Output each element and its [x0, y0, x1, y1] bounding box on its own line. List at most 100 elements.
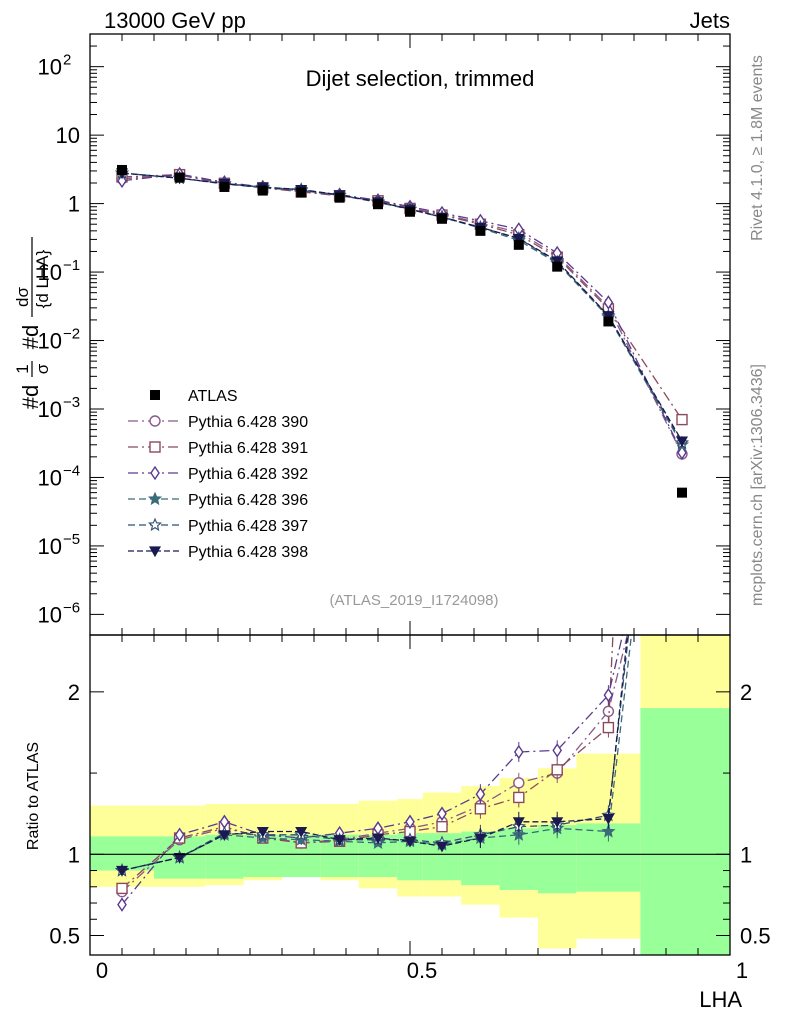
atlas-data-point	[552, 261, 563, 272]
series-ratio-point	[475, 786, 486, 802]
legend-marker	[150, 465, 160, 481]
series-ratio-point	[552, 743, 563, 758]
legend-label: Pythia 6.428 396	[188, 492, 308, 509]
series-ratio-point	[513, 744, 524, 760]
y-tick-exponent: −5	[63, 531, 80, 548]
legend-marker	[147, 517, 163, 532]
main-y-axis-label: #d 1 σ #d dσ {d LHA}	[13, 237, 52, 409]
series-ratio-point	[405, 814, 415, 830]
atlas-data-point	[334, 192, 345, 203]
atlas-data-point	[296, 187, 307, 198]
series-ratio-point	[173, 852, 186, 864]
series-ratio-point	[474, 803, 487, 815]
x-tick-label: 0.5	[407, 958, 438, 983]
x-axis-label: LHA	[699, 987, 742, 1012]
legend-label: Pythia 6.428 397	[188, 518, 308, 535]
legend-marker	[149, 441, 161, 453]
legend-marker	[147, 491, 163, 506]
y-tick-exponent: 2	[63, 52, 71, 69]
mcplots-side-label: mcplots.cern.ch [arXiv:1306.3436]	[749, 364, 766, 606]
series-point	[117, 173, 127, 189]
svg-text:#d: #d	[18, 385, 43, 409]
ratio-tick-label: 0.5	[49, 924, 80, 949]
series-point	[676, 413, 688, 426]
series-ratio-point	[256, 826, 269, 838]
x-tick-label: 1	[736, 958, 748, 983]
series-ratio-point	[602, 813, 615, 825]
atlas-data-point	[219, 181, 230, 192]
y-tick-label: 10	[38, 534, 62, 559]
svg-text:dσ: dσ	[13, 287, 32, 307]
series-line	[121, 172, 683, 444]
chart-title: Dijet selection, trimmed	[306, 66, 535, 91]
rivet-side-label: Rivet 4.1.0, ≥ 1.8M events	[749, 55, 766, 241]
legend-marker	[148, 546, 162, 558]
y-tick-label: 10	[38, 260, 62, 285]
atlas-data-point	[257, 185, 268, 196]
y-tick-label: 10	[38, 329, 62, 354]
series-point	[602, 311, 615, 322]
series-line	[121, 172, 683, 442]
series-ratio-point	[551, 817, 564, 829]
series-ratio-point	[218, 830, 231, 842]
series-ratio-point	[435, 841, 449, 853]
series-ratio-point	[294, 832, 309, 846]
legend-label: Pythia 6.428 392	[188, 466, 308, 483]
atlas-data-point	[117, 164, 127, 175]
atlas-data-point	[437, 213, 447, 224]
series-point	[675, 436, 689, 448]
series-ratio-point	[603, 687, 614, 703]
legend-label: Pythia 6.428 398	[188, 544, 308, 561]
series-ratio-point	[436, 820, 448, 833]
atlas-data-point	[475, 225, 486, 236]
legend-label: Pythia 6.428 391	[188, 440, 308, 457]
legend: ATLAS Pythia 6.428 390 Pythia 6.428 391 Pyt…	[128, 388, 308, 561]
y-tick-label: 10	[38, 397, 62, 422]
ratio-tick-label: 1	[68, 842, 80, 867]
legend-marker-atlas	[150, 390, 160, 400]
series-point	[512, 233, 525, 245]
y-tick-label: 10	[38, 55, 62, 80]
series-ratio-5	[115, 635, 629, 877]
ratio-tick-label-right: 2	[740, 680, 752, 705]
series-point	[551, 256, 564, 268]
atlas-data	[117, 164, 687, 498]
atlas-data-point	[603, 316, 614, 327]
legend-label-atlas: ATLAS	[188, 388, 238, 405]
svg-text:1: 1	[13, 364, 32, 373]
series-ratio-line	[121, 635, 629, 872]
legend-label: Pythia 6.428 390	[188, 414, 308, 431]
series-line	[121, 174, 683, 455]
main-frame	[89, 33, 731, 636]
ratio-tick-label-right: 0.5	[740, 924, 771, 949]
series-ratio-line	[121, 635, 614, 889]
y-tick-label: 1	[68, 192, 80, 217]
atlas-data-point	[405, 206, 415, 217]
ratio-tick-label-right: 1	[740, 842, 752, 867]
atlas-data-point	[677, 487, 687, 498]
svg-text:{d LHA}: {d LHA}	[33, 249, 52, 308]
svg-text:#d: #d	[18, 325, 43, 349]
series-ratio-point	[116, 882, 128, 895]
series-point	[677, 445, 687, 460]
series-ratio-point	[174, 827, 185, 843]
legend-marker	[149, 415, 161, 427]
series-ratio-point	[601, 824, 616, 838]
series-ratio-point	[117, 897, 127, 912]
atlas-data-point	[373, 199, 383, 210]
series-ratio-point	[474, 833, 487, 845]
y-tick-exponent: −6	[63, 599, 80, 616]
svg-text:σ: σ	[33, 363, 52, 374]
series-ratio-2	[117, 635, 624, 912]
series-ratio-point	[333, 835, 346, 846]
ratio-axis-label: Ratio to ATLAS	[25, 742, 42, 850]
series-line	[121, 173, 683, 453]
atlas-data-point	[174, 172, 185, 183]
y-tick-label: 10	[38, 465, 62, 490]
series-ratio-point	[437, 806, 447, 821]
series-ratio-line	[121, 635, 624, 906]
atlas-data-point	[513, 239, 524, 250]
series-ratio-point	[513, 777, 525, 789]
